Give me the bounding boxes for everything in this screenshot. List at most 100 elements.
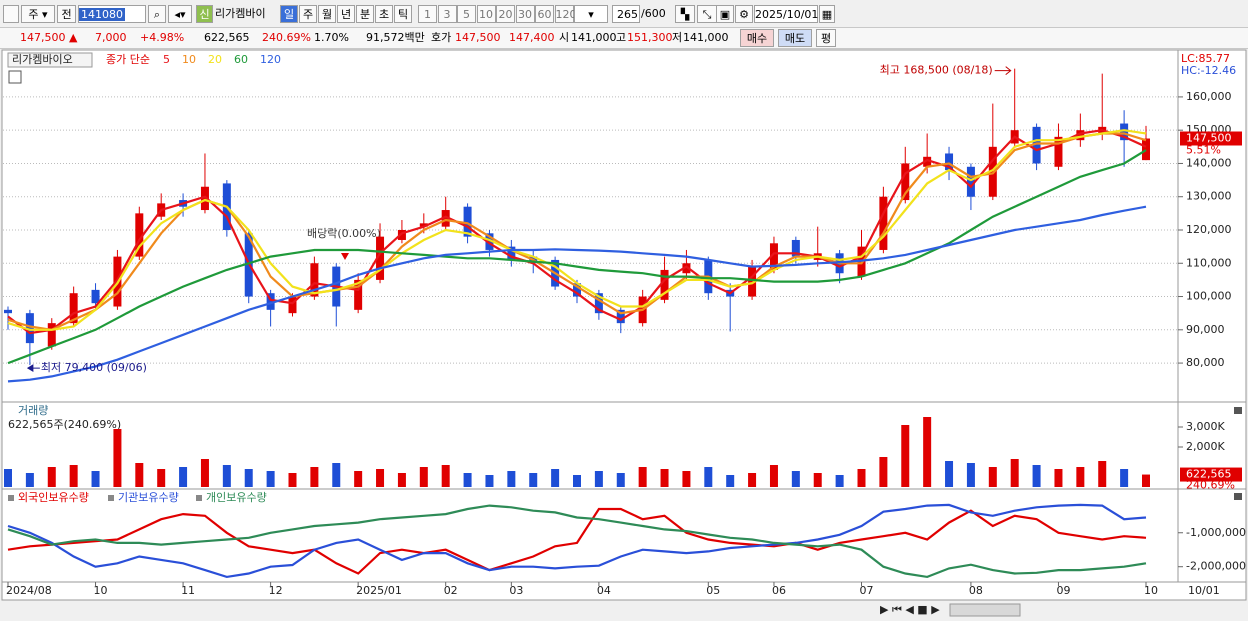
quote-bar: 147,500 ▲ 7,000 +4.98% 622,565 240.69% 1… — [0, 28, 1248, 49]
interval-tab[interactable]: 20 — [496, 5, 515, 23]
volume-bar — [288, 473, 297, 487]
candle-body — [682, 263, 691, 274]
period-select[interactable]: 주 ▾ — [21, 5, 55, 23]
candle-body — [901, 163, 910, 201]
candle-body — [266, 293, 275, 310]
volume-bar — [179, 467, 188, 487]
last-change: 5.51% — [1186, 144, 1221, 157]
candle-body — [47, 323, 56, 347]
y-tick-label: 120,000 — [1186, 223, 1232, 236]
period-tab[interactable]: 월 — [318, 5, 336, 23]
period-tab[interactable]: 분 — [356, 5, 374, 23]
change: 7,000 — [95, 31, 127, 44]
candle-body — [200, 186, 209, 211]
x-tick-label: 12 — [269, 584, 283, 597]
legend-entry: 개인보유수량 — [206, 491, 267, 504]
change-pct: +4.98% — [140, 31, 185, 44]
count-max: /600 — [641, 7, 666, 20]
ma-line — [7, 129, 1147, 331]
interval-tab[interactable]: 30 — [515, 5, 535, 23]
candle-body — [1120, 123, 1129, 141]
avg-button[interactable]: 평 — [816, 29, 836, 47]
chart-frame — [1, 49, 1247, 601]
scroll-controls[interactable]: ▶ ⏮ ◀ ■ ▶ — [880, 603, 940, 616]
low-arrow — [26, 364, 40, 372]
code-input[interactable]: 141080 — [78, 5, 146, 23]
x-tick-label: 04 — [597, 584, 611, 597]
y-tick-label: 160,000 — [1186, 90, 1232, 103]
legend-entry: 20 — [208, 53, 222, 66]
volume-bar — [441, 465, 450, 487]
volume-bar — [835, 475, 844, 487]
low: 141,000 — [683, 31, 729, 44]
candle-body — [791, 239, 800, 257]
y-tick-label: 140,000 — [1186, 156, 1232, 169]
last-volume: 622,565 — [1186, 468, 1232, 481]
volume-bar — [244, 469, 253, 487]
stock-name: 리가켐바이 — [215, 7, 266, 20]
volume-bar — [791, 471, 800, 487]
interval-tab[interactable]: 60 — [535, 5, 554, 23]
period-tab[interactable]: 주 — [299, 5, 317, 23]
close-panel[interactable] — [1234, 407, 1242, 414]
period-tab[interactable]: 초 — [375, 5, 393, 23]
menu-icon[interactable] — [3, 5, 19, 23]
count-input[interactable]: 265 — [612, 5, 640, 23]
sound-button[interactable]: ◂▾ — [168, 5, 192, 23]
last-volume-tag — [1180, 467, 1242, 482]
interval-tab[interactable]: 3 — [437, 5, 457, 23]
interval-tab[interactable]: 10 — [476, 5, 496, 23]
volume-bar — [638, 467, 647, 487]
view-button[interactable]: 전 — [57, 5, 76, 23]
price: 147,500 ▲ — [20, 31, 78, 44]
volume-bar — [879, 457, 888, 487]
volume-bar — [463, 473, 472, 487]
high: 151,300 — [627, 31, 673, 44]
scroll-thumb[interactable] — [949, 603, 1021, 617]
candle-body — [573, 283, 581, 297]
volume-title: 거래량 — [18, 404, 48, 417]
period-tab[interactable]: 일 — [280, 5, 298, 23]
period-tab[interactable]: 틱 — [394, 5, 412, 23]
candle-body — [1054, 136, 1063, 167]
interval-tab[interactable]: 120 — [554, 5, 577, 23]
period-tab[interactable]: 년 — [337, 5, 355, 23]
tool-button[interactable]: ▚ — [675, 5, 695, 23]
interval-select[interactable]: ▾ — [574, 5, 608, 23]
candle-body — [748, 266, 757, 297]
calendar-button[interactable]: ▦ — [819, 5, 835, 23]
settings-button[interactable]: ⚙ — [735, 5, 753, 23]
volume-bar — [682, 471, 691, 487]
y-tick-label: 130,000 — [1186, 190, 1232, 203]
tool-button[interactable]: ⤡ — [697, 5, 717, 23]
interval-tab[interactable]: 1 — [418, 5, 437, 23]
interval-tab[interactable]: 5 — [457, 5, 476, 23]
candle-body — [69, 293, 78, 324]
sell-button[interactable]: 매도 — [778, 29, 812, 47]
volume-bar — [769, 465, 778, 487]
candle-body — [660, 269, 669, 300]
badge: 신 — [196, 5, 213, 23]
candle-body — [288, 296, 297, 314]
candle-body — [135, 213, 144, 257]
close-panel[interactable] — [1234, 493, 1242, 500]
buy-button[interactable]: 매수 — [740, 29, 774, 47]
volume-bar — [616, 473, 625, 487]
ask-label: 호가 — [431, 31, 452, 44]
date-input[interactable]: 2025/10/01 — [754, 5, 818, 23]
grid-icon[interactable] — [8, 70, 22, 84]
last-price-tag — [1180, 131, 1242, 146]
legend-entry: 외국인보유수량 — [18, 491, 89, 504]
volume-bar — [332, 463, 341, 487]
x-end-label: 10/01 — [1188, 584, 1220, 597]
volume-bar — [354, 471, 363, 487]
volume-bar — [529, 473, 538, 487]
legend-swatch — [108, 495, 114, 501]
legend-title: 종가 단순 — [106, 53, 150, 66]
save-button[interactable]: ▣ — [716, 5, 734, 23]
code: 141080 — [79, 8, 125, 21]
chart-title: 리가켐바이오 — [12, 53, 73, 66]
volume-bar — [1098, 461, 1107, 487]
high-arrow — [994, 66, 1012, 76]
search-button[interactable]: ⌕ — [148, 5, 166, 23]
